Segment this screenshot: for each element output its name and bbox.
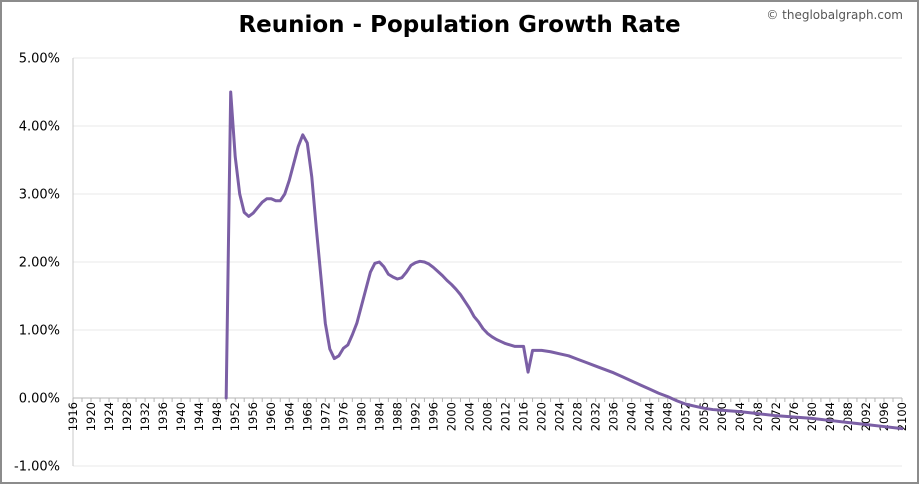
x-tick-label: 2024	[553, 402, 567, 431]
y-tick-label: 0.00%	[19, 392, 60, 407]
x-tick-label: 1976	[336, 402, 350, 431]
x-tick-label: 1940	[174, 402, 188, 431]
x-tick-label: 1964	[282, 402, 296, 431]
y-tick-label: 5.00%	[19, 52, 60, 67]
x-tick-label: 1960	[264, 402, 278, 431]
x-tick-label: 1952	[228, 402, 242, 431]
x-tick-label: 2008	[481, 402, 495, 431]
chart-title: Reunion - Population Growth Rate	[238, 12, 681, 38]
y-tick-label: 1.00%	[19, 324, 60, 339]
x-tick-label: 1924	[102, 402, 116, 431]
series-group	[224, 90, 904, 431]
x-tick-label: 2088	[841, 402, 855, 431]
x-tick-label: 1920	[84, 402, 98, 431]
x-tick-label: 2048	[661, 402, 675, 431]
x-tick-label: 2036	[607, 402, 621, 431]
x-tick-label: 1944	[192, 402, 206, 431]
x-tick-label: 1936	[156, 402, 170, 431]
x-tick-label: 2092	[859, 402, 873, 431]
x-tick-label: 2004	[462, 402, 476, 431]
x-tick-label: 2100	[895, 402, 909, 431]
y-tick-label: 3.00%	[19, 188, 60, 203]
y-tick-label: 4.00%	[19, 120, 60, 135]
x-tick-label: 2020	[535, 402, 549, 431]
y-tick-label: -1.00%	[14, 460, 60, 475]
x-tick-label: 1968	[300, 402, 314, 431]
x-tick-label: 2080	[805, 402, 819, 431]
x-tick-label: 1948	[210, 402, 224, 431]
y-tick-label: 2.00%	[19, 256, 60, 271]
series-line	[224, 90, 904, 431]
x-tick-label: 1992	[408, 402, 422, 431]
x-tick-label: 2084	[823, 402, 837, 431]
credit-text: © theglobalgraph.com	[766, 8, 903, 22]
x-tick-label: 2032	[589, 402, 603, 431]
x-tick-label: 1932	[138, 402, 152, 431]
x-tick-label: 1928	[120, 402, 134, 431]
x-tick-label: 1980	[354, 402, 368, 431]
x-tick-label: 2016	[517, 402, 531, 431]
x-tick-label: 1984	[372, 402, 386, 431]
y-axis: -1.00% 0.00% 1.00% 2.00% 3.00% 4.00% 5.00%	[14, 52, 74, 475]
x-tick-label: 2012	[499, 402, 513, 431]
x-tick-label: 2044	[643, 402, 657, 431]
x-tick-label: 1996	[426, 402, 440, 431]
x-tick-label: 2068	[751, 402, 765, 431]
x-tick-label: 2064	[733, 402, 747, 431]
x-tick-label: 1972	[318, 402, 332, 431]
x-tick-label: 1988	[390, 402, 404, 431]
x-tick-label: 2000	[444, 402, 458, 431]
x-tick-label: 2040	[625, 402, 639, 431]
x-tick-label: 2096	[877, 402, 891, 431]
x-tick-label: 1916	[66, 402, 80, 431]
x-tick-label: 1956	[246, 402, 260, 431]
x-tick-label: 2052	[679, 402, 693, 431]
x-tick-label: 2060	[715, 402, 729, 431]
x-axis: 1916 1920 1924 1928 1932 1936 1940 1944 1948 1952…	[66, 397, 909, 431]
x-tick-label: 2028	[571, 402, 585, 431]
